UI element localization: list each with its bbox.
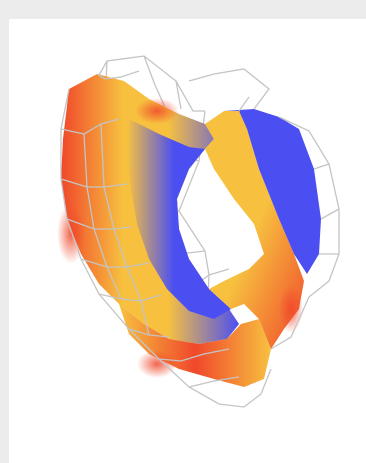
hotspot-top — [135, 98, 179, 124]
surface-right-blue — [224, 109, 321, 274]
surface-bottom — [119, 304, 271, 387]
hotspot-bottom — [137, 350, 177, 378]
hotspot-right — [279, 285, 303, 333]
surface-right-band — [205, 111, 304, 349]
torus-surface-plot — [57, 55, 340, 408]
surface-inner-left — [127, 119, 231, 319]
wireframe-front — [60, 68, 340, 408]
hotspot-left — [57, 204, 85, 264]
render-canvas[interactable] — [9, 19, 366, 463]
